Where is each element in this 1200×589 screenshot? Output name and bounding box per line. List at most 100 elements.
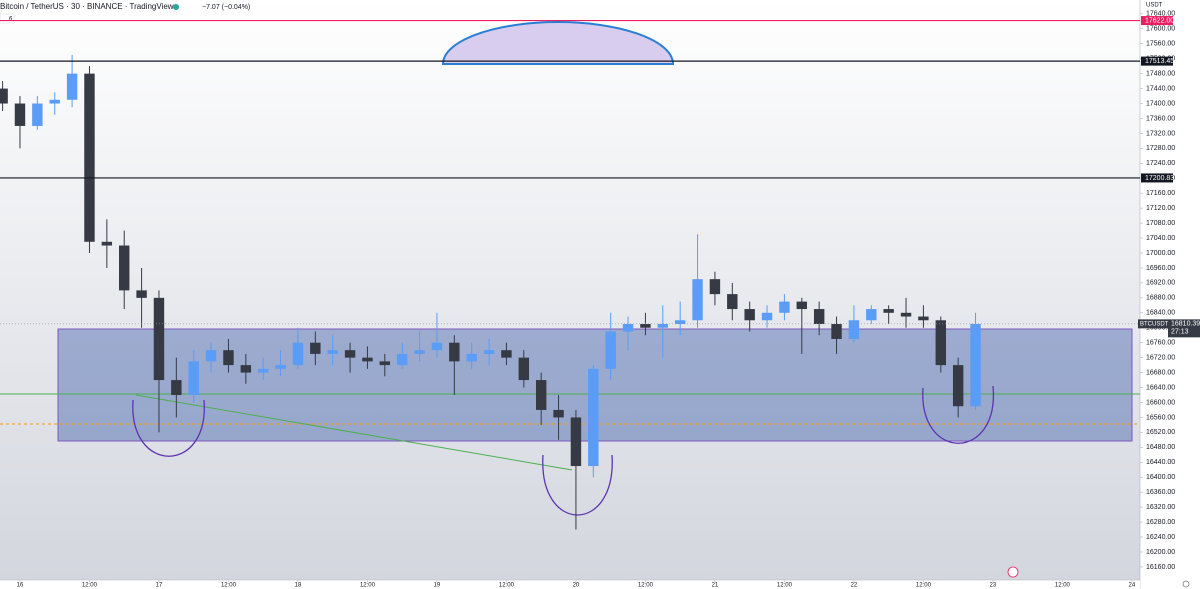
candle-body [518,357,530,381]
x-tick-label: 12:00 [360,583,376,589]
y-tick-label: 17080.00 [1146,220,1175,227]
candle-body [240,365,252,373]
candle-body [779,301,790,313]
price-tag-label: 17513.45 [1145,58,1174,65]
candle-body [396,353,408,366]
x-tick-label: 12:00 [777,583,793,589]
candle-body [657,324,669,328]
y-tick-label: 16960.00 [1146,265,1175,272]
candle-body [414,350,425,354]
y-tick-label: 17560.00 [1146,41,1175,48]
candle-body [171,380,182,396]
candle-body [501,350,512,358]
candle-body [535,380,547,410]
y-tick-label: 16240.00 [1146,534,1175,541]
candle-body [848,320,860,339]
candle-body [622,324,634,332]
candle-body [952,365,964,407]
candle-body [674,320,686,325]
y-tick-label: 17000.00 [1146,250,1175,257]
candle-body [588,368,599,467]
y-tick-label: 16720.00 [1146,354,1175,361]
candle-body [32,103,43,126]
x-tick-label: 20 [573,583,580,589]
x-tick-label: 12:00 [221,583,237,589]
y-tick-label: 17480.00 [1146,70,1175,77]
x-tick-label: 18 [295,583,302,589]
candle-body [49,99,60,104]
y-tick-label: 16680.00 [1146,369,1175,376]
last-price-label: 16810.39 [1171,321,1200,328]
event-icon[interactable] [1007,566,1019,578]
x-tick-label: 24 [1129,583,1136,589]
indicator-count[interactable]: 6 [9,17,13,23]
last-price-tag [1168,319,1200,338]
x-tick-label: 19 [434,583,441,589]
y-tick-label: 16520.00 [1146,429,1175,436]
arc-drawing [441,21,675,65]
candle-body [223,350,234,366]
candle-body [344,350,356,358]
chart-title: Bitcoin / TetherUS · 30 · BINANCE · Trad… [0,2,174,11]
candle-body [709,279,721,295]
y-tick-label: 17120.00 [1146,205,1175,212]
candle-body [292,342,304,366]
y-tick-label: 16840.00 [1146,310,1175,317]
candle-body [553,409,564,418]
symbol-tag [1138,319,1168,329]
y-tick-label: 17440.00 [1146,85,1175,92]
y-tick-label: 16480.00 [1146,444,1175,451]
y-tick-label: 17640.00 [1146,11,1175,18]
candle-body [831,324,842,339]
candle-body [727,294,738,310]
candle-body [744,309,755,321]
currency-label[interactable]: USDT [1146,3,1163,9]
candle-body [153,297,165,381]
candle-body [483,350,495,354]
candle-body [101,241,113,246]
candle-body [84,73,95,242]
curve-drawing [132,399,205,457]
candle-body [692,279,703,321]
x-tick-label: 12:00 [638,583,654,589]
candle-body [310,342,321,354]
price-change: −7.07 (−0.04%) [202,4,250,11]
candle-body [379,361,391,366]
price-tag-label: 17622.00 [1145,17,1174,24]
candle-body [883,309,894,313]
x-tick-label: 22 [851,583,858,589]
time-axis [0,580,1140,589]
candle-body [935,320,946,366]
trend-line [135,394,573,471]
x-tick-label: 21 [712,583,719,589]
y-tick-label: 17280.00 [1146,145,1175,152]
candle-body [66,73,78,100]
candle-body [0,88,8,104]
y-tick-label: 17320.00 [1146,130,1175,137]
x-tick-label: 17 [156,583,163,589]
x-tick-label: 12:00 [916,583,932,589]
x-tick-label: 16 [17,583,24,589]
candle-body [813,309,825,325]
indicator-badge[interactable] [0,13,15,24]
y-tick-label: 16360.00 [1146,489,1175,496]
settings-icon[interactable] [1182,580,1190,588]
x-tick-label: 12:00 [1055,583,1071,589]
candle-body [761,312,773,321]
price-tag [1141,56,1173,66]
candle-body [275,365,286,369]
candle-body [466,353,477,362]
candle-body [918,316,929,321]
x-tick-label: 23 [990,583,997,589]
candle-body [119,245,130,291]
candle-body [431,342,443,351]
candle-body [449,342,460,362]
candle-body [605,331,616,369]
candle-body [866,309,877,321]
y-tick-label: 17240.00 [1146,160,1175,167]
y-tick-label: 17360.00 [1146,115,1175,122]
y-tick-label: 16600.00 [1146,399,1175,406]
candle-body [205,350,217,362]
drawings [0,21,1140,530]
